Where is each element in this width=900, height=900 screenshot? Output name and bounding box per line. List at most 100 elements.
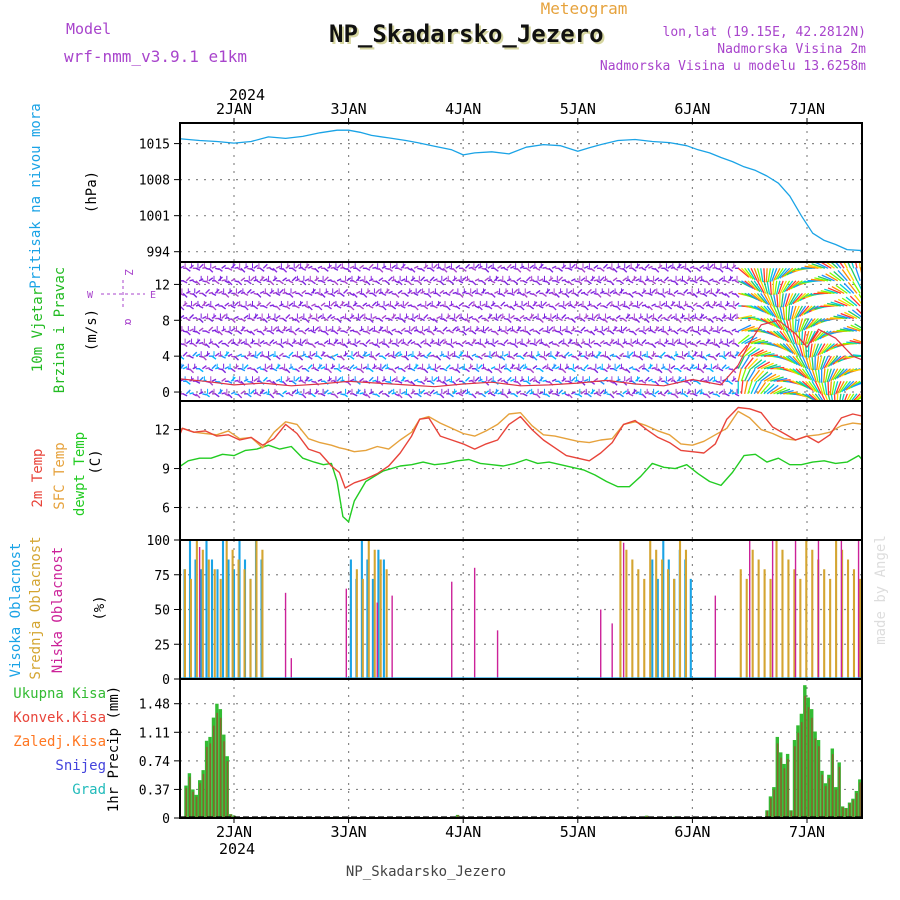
wind-barb — [696, 389, 702, 395]
wind-barb — [237, 353, 242, 357]
wind-barb — [291, 330, 297, 336]
wind-barb — [709, 305, 714, 309]
wind-barb — [490, 316, 496, 320]
wind-barb — [635, 368, 640, 373]
wind-barb — [737, 324, 752, 332]
wind-barb — [715, 343, 721, 349]
wind-barb — [854, 323, 862, 330]
wind-barb — [346, 267, 352, 273]
wind-barb — [865, 267, 867, 281]
wind-barb — [410, 326, 416, 332]
wind-barb — [811, 263, 826, 269]
wind-barb — [790, 280, 803, 290]
wind-barb — [795, 343, 802, 357]
wind-barb — [825, 273, 839, 282]
wind-barb — [205, 288, 211, 294]
wind-barb — [201, 355, 207, 361]
wind-barb — [846, 341, 861, 345]
wind-barb — [545, 303, 551, 307]
wind-barb — [221, 368, 227, 374]
wind-barb — [834, 300, 848, 307]
wind-barb — [211, 364, 217, 370]
wind-barb — [452, 291, 457, 295]
wind-barb — [407, 304, 412, 307]
wind-barb — [692, 343, 698, 348]
wind-barb — [638, 266, 643, 269]
wind-barb — [487, 368, 493, 374]
wind-barb — [804, 330, 810, 345]
wind-barb — [731, 305, 737, 310]
wind-barb — [484, 291, 489, 295]
wind-barb — [811, 393, 820, 401]
wind-barb — [295, 341, 300, 345]
wind-barb — [545, 330, 551, 334]
wind-barb — [538, 327, 544, 332]
wind-barb — [410, 380, 416, 386]
wind-barb — [747, 347, 760, 357]
wind-barb — [253, 377, 259, 382]
wind-barb — [420, 267, 425, 272]
wind-barb — [208, 317, 214, 323]
wind-barb — [259, 330, 265, 336]
wind-barb — [269, 339, 275, 345]
wind-barb — [757, 305, 770, 315]
wind-barb — [657, 355, 663, 359]
wind-barb — [359, 314, 365, 319]
wind-barb — [314, 317, 320, 323]
wind-barb — [269, 393, 275, 399]
wind-barb — [810, 278, 825, 282]
wind-barb — [359, 279, 364, 282]
wind-barb — [388, 267, 393, 272]
wind-barb — [413, 355, 419, 360]
wind-barb — [230, 305, 236, 309]
coordinates: lon,lat (19.15E, 42.2812N) — [663, 25, 867, 40]
wind-barb — [275, 265, 281, 269]
wind-barb — [343, 393, 348, 398]
wind-barb — [307, 364, 313, 370]
wind-barb — [779, 390, 794, 395]
wind-barb — [461, 276, 467, 282]
wind-barb — [189, 368, 195, 374]
wind-barb — [510, 265, 515, 269]
wind-barb — [587, 330, 592, 334]
wind-barb — [564, 393, 570, 397]
wind-barb — [789, 355, 801, 367]
wind-barb — [590, 317, 595, 322]
wind-barb — [442, 277, 448, 282]
wind-barb — [718, 291, 724, 295]
wind-barb — [420, 354, 425, 357]
wind-barb — [770, 366, 785, 370]
wind-barb — [692, 292, 698, 298]
wind-barb — [182, 280, 188, 284]
wind-barb — [487, 264, 493, 269]
wind-barb — [852, 281, 861, 294]
wind-barb — [574, 292, 580, 297]
precip-conv-bar — [824, 786, 827, 818]
wind-barb — [683, 352, 689, 357]
wind-barb — [628, 280, 634, 284]
wind-barb — [384, 352, 390, 357]
wind-barb — [625, 305, 631, 310]
precip-conv-bar — [814, 738, 817, 818]
wind-barb — [612, 277, 618, 282]
wind-barb — [542, 342, 547, 347]
wind-barb — [519, 355, 525, 360]
wind-barb — [741, 335, 754, 345]
wind-barb — [641, 339, 647, 345]
legend-convective-rain: Konvek.Kisa — [13, 710, 106, 726]
wind-barb — [298, 342, 303, 347]
wind-barb — [442, 380, 448, 386]
wind-barb — [189, 314, 195, 319]
wind-barb — [336, 368, 342, 373]
wind-barb — [542, 292, 547, 297]
precip-conv-bar — [855, 793, 858, 818]
wind-barb — [464, 263, 470, 269]
wind-barb — [295, 368, 300, 373]
wind-barb — [747, 328, 762, 332]
wind-barb — [449, 280, 454, 285]
wind-barb — [651, 330, 656, 334]
wind-barb — [298, 365, 304, 370]
wind-barb — [413, 314, 419, 320]
wind-barb — [423, 328, 429, 332]
wind-barb — [320, 343, 326, 348]
